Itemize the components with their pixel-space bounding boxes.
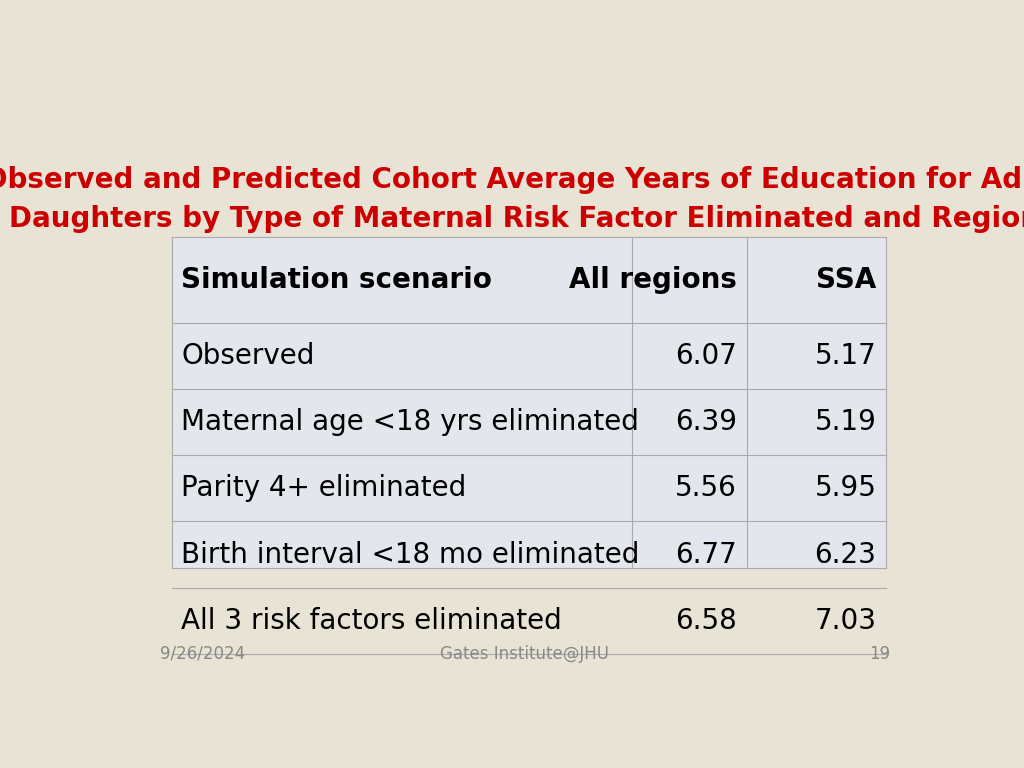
Text: 6.23: 6.23 bbox=[814, 541, 877, 568]
Text: 5.19: 5.19 bbox=[814, 408, 877, 436]
Text: 9/26/2024: 9/26/2024 bbox=[160, 645, 245, 663]
Text: 6.58: 6.58 bbox=[676, 607, 737, 635]
Text: SSA: SSA bbox=[816, 266, 877, 294]
Text: Parity 4+ eliminated: Parity 4+ eliminated bbox=[181, 475, 466, 502]
Text: Maternal age <18 yrs eliminated: Maternal age <18 yrs eliminated bbox=[181, 408, 639, 436]
Text: All 3 risk factors eliminated: All 3 risk factors eliminated bbox=[181, 607, 562, 635]
Text: Observed and Predicted Cohort Average Years of Education for Adult
Daughters by : Observed and Predicted Cohort Average Ye… bbox=[0, 166, 1024, 233]
Text: Birth interval <18 mo eliminated: Birth interval <18 mo eliminated bbox=[181, 541, 640, 568]
Text: 6.07: 6.07 bbox=[675, 342, 737, 370]
Text: 7.03: 7.03 bbox=[814, 607, 877, 635]
Text: 6.39: 6.39 bbox=[675, 408, 737, 436]
Text: Gates Institute@JHU: Gates Institute@JHU bbox=[440, 645, 609, 663]
Bar bbox=[172, 237, 886, 568]
Text: 6.77: 6.77 bbox=[676, 541, 737, 568]
Text: Observed: Observed bbox=[181, 342, 314, 370]
Text: Simulation scenario: Simulation scenario bbox=[181, 266, 493, 294]
Text: 5.56: 5.56 bbox=[676, 475, 737, 502]
Text: 5.17: 5.17 bbox=[815, 342, 877, 370]
Text: 19: 19 bbox=[868, 645, 890, 663]
Text: 5.95: 5.95 bbox=[814, 475, 877, 502]
Text: All regions: All regions bbox=[569, 266, 737, 294]
